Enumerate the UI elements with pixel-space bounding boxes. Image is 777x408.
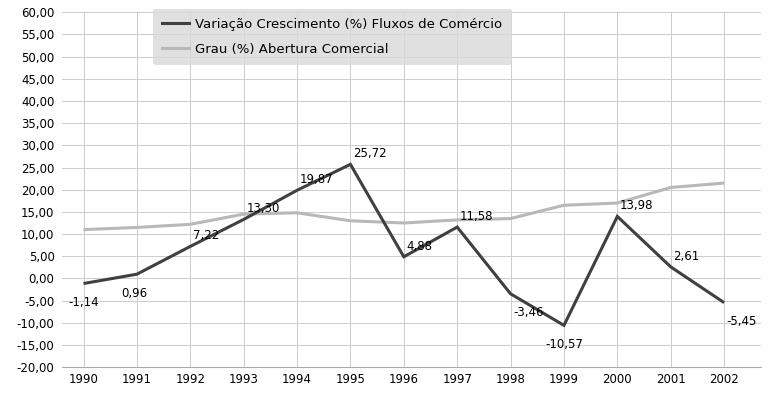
Text: -1,14: -1,14 [68, 296, 99, 309]
Text: 11,58: 11,58 [460, 210, 493, 223]
Text: -5,45: -5,45 [726, 315, 758, 328]
Text: 25,72: 25,72 [354, 147, 387, 160]
Text: 19,87: 19,87 [300, 173, 333, 186]
Text: 2,61: 2,61 [674, 250, 700, 263]
Text: -10,57: -10,57 [545, 338, 583, 351]
Text: 4,88: 4,88 [406, 239, 433, 253]
Text: 0,96: 0,96 [121, 287, 147, 300]
Text: 7,22: 7,22 [193, 229, 219, 242]
Text: 13,30: 13,30 [246, 202, 280, 215]
Text: -3,46: -3,46 [514, 306, 544, 319]
Text: 13,98: 13,98 [620, 199, 653, 212]
Legend: Variação Crescimento (%) Fluxos de Comércio, Grau (%) Abertura Comercial: Variação Crescimento (%) Fluxos de Comér… [153, 9, 511, 65]
